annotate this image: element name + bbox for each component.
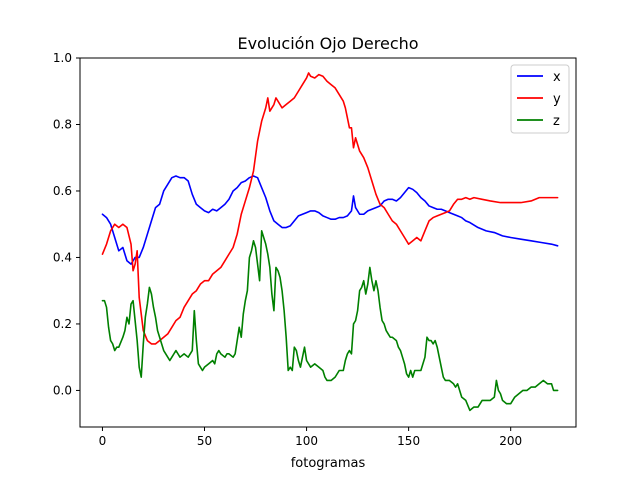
x-axis-label: fotogramas <box>291 456 366 471</box>
x-tick-label: 50 <box>197 434 212 448</box>
series-line-y <box>101 72 559 345</box>
x-tick-label: 0 <box>99 434 107 448</box>
legend-label-y: y <box>553 92 561 107</box>
legend-label-x: x <box>553 70 561 85</box>
x-axis-ticks: 0 50 100 150 200 <box>99 427 522 448</box>
y-tick-label: 0.0 <box>53 383 72 397</box>
y-tick-label: 1.0 <box>53 51 72 65</box>
y-axis-ticks: 0.0 0.2 0.4 0.6 0.8 1.0 <box>53 51 80 397</box>
chart-title: Evolución Ojo Derecho <box>237 34 418 53</box>
series-line-x <box>101 175 559 265</box>
axes-frame <box>79 57 577 428</box>
y-tick-label: 0.2 <box>53 317 72 331</box>
y-tick-label: 0.4 <box>53 250 72 264</box>
legend-label-z: z <box>553 114 560 129</box>
legend-box <box>510 64 570 134</box>
x-tick-label: 200 <box>499 434 522 448</box>
x-tick-label: 150 <box>397 434 420 448</box>
y-tick-label: 0.6 <box>53 184 72 198</box>
series-line-z <box>101 230 559 412</box>
x-tick-label: 100 <box>295 434 318 448</box>
legend: xyz <box>510 64 570 134</box>
y-tick-label: 0.8 <box>53 117 72 131</box>
plot-area <box>101 72 559 412</box>
